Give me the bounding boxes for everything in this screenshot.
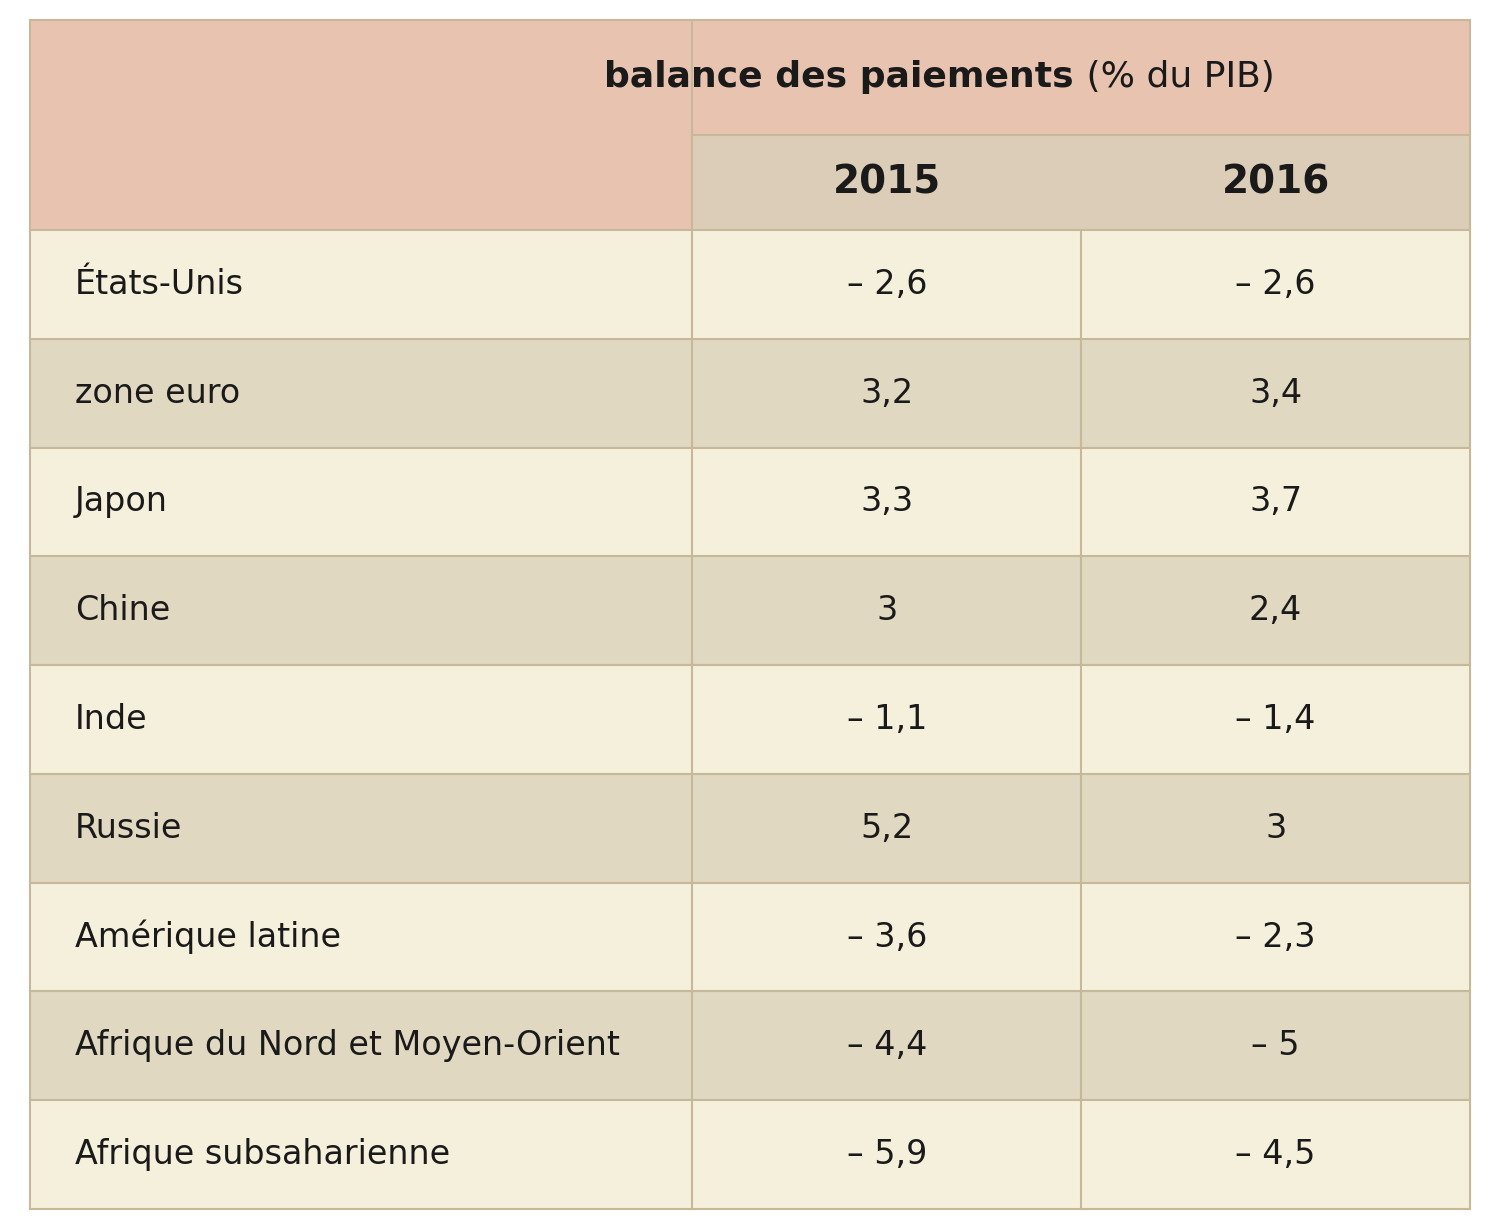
Bar <box>30 882 1470 992</box>
Text: balance des paiements: balance des paiements <box>603 60 1072 95</box>
Text: 3,4: 3,4 <box>1250 376 1302 409</box>
Text: 5,2: 5,2 <box>859 812 913 844</box>
Bar <box>30 339 1470 447</box>
Text: 3,3: 3,3 <box>859 485 913 519</box>
Text: 2016: 2016 <box>1221 163 1329 202</box>
Bar <box>693 135 1470 230</box>
Text: 2015: 2015 <box>833 163 940 202</box>
Bar <box>30 774 1470 882</box>
Text: 3: 3 <box>876 595 897 627</box>
Text: 2,4: 2,4 <box>1250 595 1302 627</box>
Bar <box>30 1100 1470 1209</box>
Text: zone euro: zone euro <box>75 376 240 409</box>
Text: – 4,4: – 4,4 <box>846 1030 927 1062</box>
Text: – 1,1: – 1,1 <box>846 703 927 736</box>
Bar <box>30 230 1470 339</box>
Bar <box>30 447 1470 557</box>
Text: Japon: Japon <box>75 485 168 519</box>
Text: – 5: – 5 <box>1251 1030 1300 1062</box>
Text: 3,2: 3,2 <box>859 376 913 409</box>
Text: (% du PIB): (% du PIB) <box>1076 60 1275 95</box>
Text: – 2,6: – 2,6 <box>846 268 927 301</box>
Text: Amérique latine: Amérique latine <box>75 919 340 954</box>
Text: États-Unis: États-Unis <box>75 268 244 301</box>
Text: – 4,5: – 4,5 <box>1236 1138 1316 1171</box>
Text: – 2,6: – 2,6 <box>1236 268 1316 301</box>
Text: 3: 3 <box>1264 812 1286 844</box>
Text: Chine: Chine <box>75 595 170 627</box>
Bar <box>30 20 1470 135</box>
Bar <box>30 665 1470 774</box>
Text: 3,7: 3,7 <box>1250 485 1302 519</box>
Text: Afrique du Nord et Moyen-Orient: Afrique du Nord et Moyen-Orient <box>75 1030 620 1062</box>
Bar <box>30 135 693 230</box>
Text: Afrique subsaharienne: Afrique subsaharienne <box>75 1138 450 1171</box>
Text: – 3,6: – 3,6 <box>846 921 927 954</box>
Bar <box>30 992 1470 1100</box>
Text: – 2,3: – 2,3 <box>1236 921 1316 954</box>
Text: Russie: Russie <box>75 812 183 844</box>
Text: Inde: Inde <box>75 703 147 736</box>
Bar <box>30 557 1470 665</box>
Text: – 1,4: – 1,4 <box>1236 703 1316 736</box>
Text: – 5,9: – 5,9 <box>846 1138 927 1171</box>
